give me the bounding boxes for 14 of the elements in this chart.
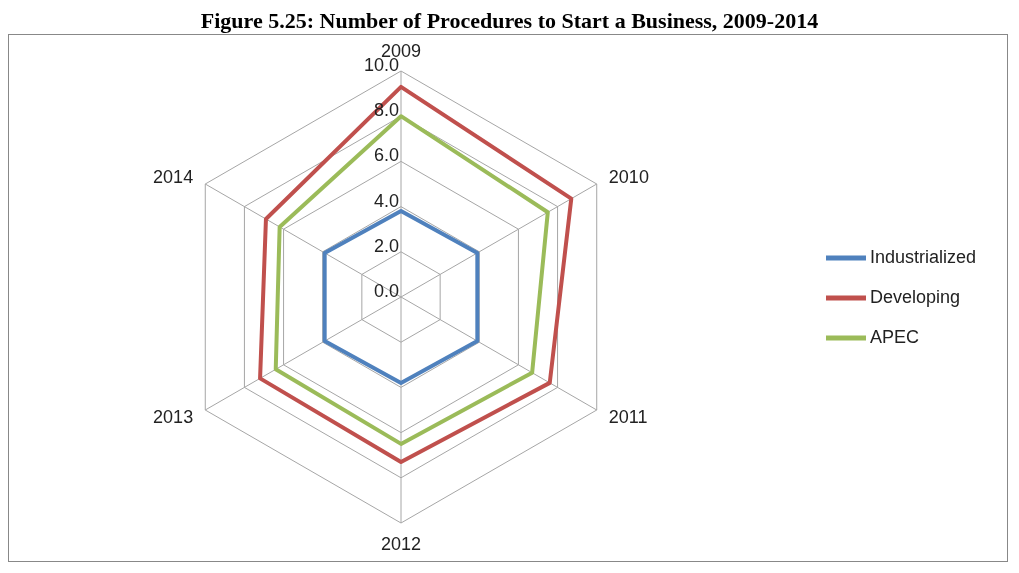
y-tick-label: 8.0 [373, 100, 399, 121]
spoke-label: 2014 [153, 167, 194, 188]
spoke-label: 2013 [153, 407, 194, 428]
legend-label: Industrialized [869, 246, 976, 267]
spoke-label: 2010 [608, 167, 649, 188]
spoke-label: 2011 [608, 407, 648, 428]
y-tick-label: 4.0 [373, 190, 399, 211]
y-tick-label: 0.0 [373, 281, 399, 301]
spoke-label: 2012 [380, 533, 422, 554]
y-tick-label: 6.0 [373, 145, 399, 166]
y-tick-label: 2.0 [373, 235, 399, 256]
chart-title: Figure 5.25: Number of Procedures to Start a Business, 2009-2014 [199, 8, 820, 34]
legend-label: Developing [869, 286, 960, 307]
legend-label: APEC [869, 326, 919, 347]
